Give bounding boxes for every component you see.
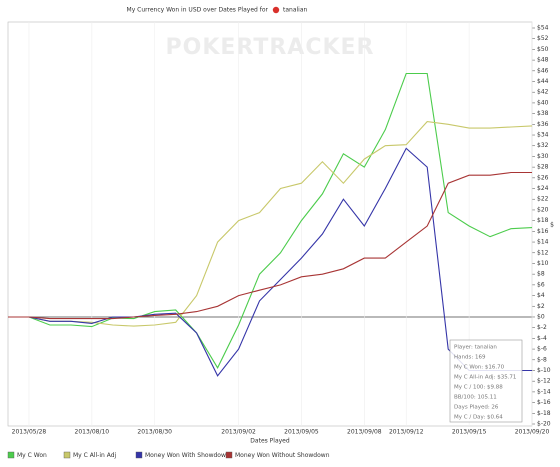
y-tick-label: $-4 xyxy=(537,335,547,342)
tooltip-line: My C All-in Adj: $35.71 xyxy=(454,375,516,381)
y-tick-label: $16 xyxy=(537,228,549,235)
x-tick-label: 2013/09/20 xyxy=(515,429,550,436)
y-tick-label: $2 xyxy=(537,303,545,310)
x-axis-label: Dates Played xyxy=(250,438,290,445)
y-tick-label: $22 xyxy=(537,196,549,203)
y-tick-label: $0 xyxy=(537,313,545,320)
x-tick-label: 2013/09/05 xyxy=(284,429,319,436)
x-tick-label: 2013/09/15 xyxy=(452,429,487,436)
legend-label: Money Won With Showdown xyxy=(145,452,230,459)
tooltip-line: My C / Day: $0.64 xyxy=(454,415,503,421)
y-tick-label: $-12 xyxy=(537,378,551,385)
y-axis-label: $ xyxy=(550,222,554,229)
legend-swatch xyxy=(225,451,233,459)
y-tick-label: $20 xyxy=(537,206,549,213)
y-tick-label: $6 xyxy=(537,281,545,288)
y-tick-label: $-2 xyxy=(537,324,547,331)
series-line xyxy=(8,147,532,377)
player-icon xyxy=(272,6,280,14)
watermark: POKERTRACKER xyxy=(166,35,375,60)
y-tick-label: $38 xyxy=(537,110,549,117)
y-tick-label: $-16 xyxy=(537,399,551,406)
y-tick-label: $-6 xyxy=(537,346,547,353)
tooltip-line: Hands: 169 xyxy=(454,355,486,361)
x-tick-label: 2013/08/10 xyxy=(75,429,110,436)
y-tick-label: $24 xyxy=(537,185,549,192)
x-tick-label: 2013/08/30 xyxy=(137,429,172,436)
y-tick-label: $26 xyxy=(537,174,549,181)
y-tick-label: $50 xyxy=(537,46,549,53)
series-line xyxy=(8,171,532,320)
tooltip-line: BB/100: 105.11 xyxy=(454,395,497,401)
y-tick-label: $36 xyxy=(537,121,549,128)
y-tick-label: $44 xyxy=(537,78,549,85)
legend-label: My C Won xyxy=(17,452,47,459)
y-tick-label: $-18 xyxy=(537,410,551,417)
y-tick-label: $-20 xyxy=(537,421,551,428)
y-tick-label: $-10 xyxy=(537,367,551,374)
legend-swatch xyxy=(7,451,15,459)
x-tick-label: 2013/09/08 xyxy=(347,429,382,436)
series-line xyxy=(8,72,533,369)
tooltip-line: Days Played: 26 xyxy=(454,405,499,411)
player-name: tanalian xyxy=(283,7,308,14)
y-tick-label: $54 xyxy=(537,25,549,32)
legend-swatch xyxy=(135,451,143,459)
tooltip-line: My C / 100: $9.88 xyxy=(454,385,503,391)
y-tick-label: $30 xyxy=(537,153,549,160)
y-tick-label: $4 xyxy=(537,292,545,299)
y-tick-label: $46 xyxy=(537,67,549,74)
x-tick-label: 2013/09/02 xyxy=(221,429,256,436)
y-tick-label: $18 xyxy=(537,217,549,224)
legend-label: Money Won Without Showdown xyxy=(235,452,330,459)
legend-swatch xyxy=(63,451,71,459)
y-tick-label: $14 xyxy=(537,239,549,246)
y-tick-label: $8 xyxy=(537,271,545,278)
tooltip-line: Player: tanalian xyxy=(454,345,497,351)
y-tick-label: $28 xyxy=(537,164,549,171)
y-tick-label: $32 xyxy=(537,142,549,149)
y-tick-label: $42 xyxy=(537,89,549,96)
chart-title: My Currency Won in USD over Dates Played… xyxy=(127,7,269,14)
tooltip-line: My C Won: $16.70 xyxy=(454,365,505,371)
y-tick-label: $52 xyxy=(537,35,549,42)
y-tick-label: $12 xyxy=(537,249,549,256)
y-tick-label: $48 xyxy=(537,57,549,64)
y-tick-label: $-8 xyxy=(537,356,547,363)
legend-label: My C All-in Adj xyxy=(73,452,117,459)
y-tick-label: $34 xyxy=(537,132,549,139)
y-tick-label: $10 xyxy=(537,260,549,267)
x-tick-label: 2013/09/12 xyxy=(389,429,424,436)
tooltip-box xyxy=(449,339,523,423)
y-tick-label: $-14 xyxy=(537,388,551,395)
x-tick-label: 2013/05/28 xyxy=(12,429,47,436)
series-line xyxy=(8,121,533,327)
y-tick-label: $40 xyxy=(537,99,549,106)
